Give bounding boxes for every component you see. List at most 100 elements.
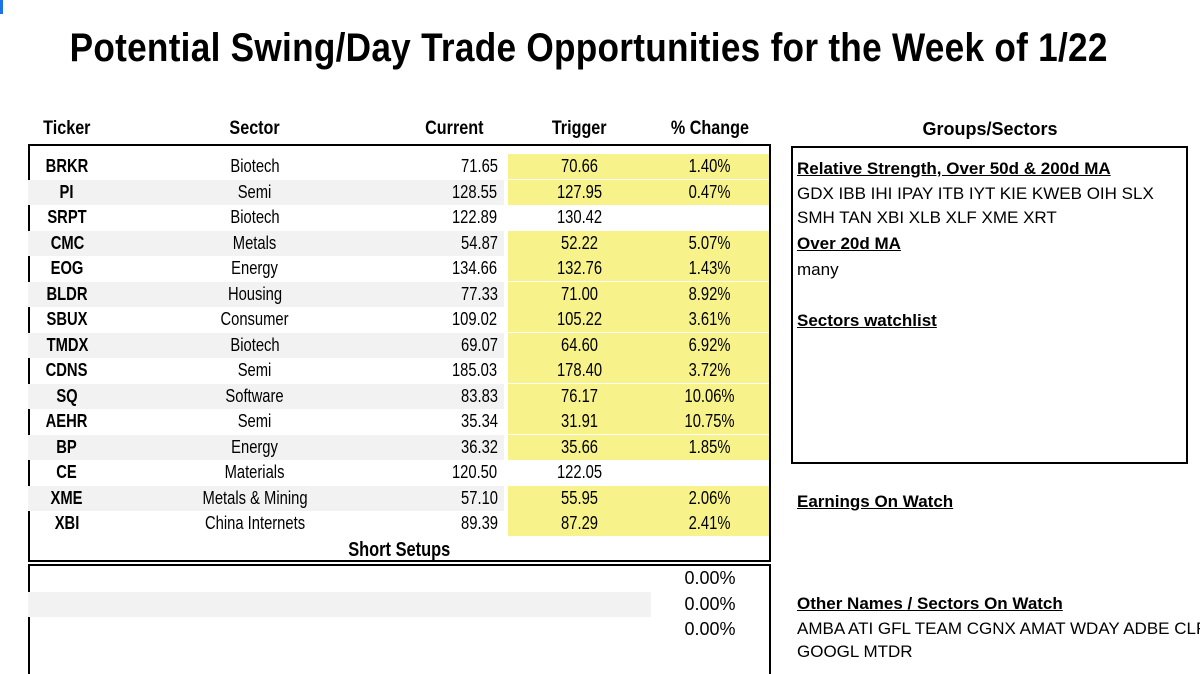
- current-price-cell: 89.39: [461, 513, 498, 533]
- short-setup-row: 0.00%: [0, 617, 770, 642]
- trigger-price-cell: 105.22: [508, 307, 651, 332]
- sectors-watchlist-title: Sectors watchlist: [797, 311, 937, 330]
- relative-strength-list-line1: GDX IBB IHI IPAY ITB IYT KIE KWEB OIH SL…: [797, 184, 1154, 203]
- pct-change-cell: 6.92%: [651, 332, 769, 358]
- ticker-cell: SQ: [28, 383, 106, 409]
- col-header-ticker: Ticker: [43, 118, 91, 139]
- selection-marker: [0, 0, 3, 14]
- over-20d-ma-text: many: [797, 260, 839, 279]
- sector-cell: Biotech: [230, 207, 280, 227]
- sector-cell: Housing: [106, 281, 404, 307]
- current-price-cell: 36.32: [404, 434, 504, 460]
- trigger-price-cell: 130.42: [556, 207, 603, 227]
- trigger-price-cell: 31.91: [508, 409, 651, 434]
- ticker-cell: CDNS: [46, 360, 88, 380]
- trigger-price-cell: 76.17: [508, 383, 651, 409]
- table-row: SQ Software 83.83 76.17 10.06%: [0, 383, 770, 409]
- table-row: XME Metals & Mining 57.10 55.95 2.06%: [0, 485, 770, 511]
- table-row: CMC Metals 54.87 52.22 5.07%: [0, 230, 770, 256]
- table-row: BP Energy 36.32 35.66 1.85%: [0, 434, 770, 460]
- pct-change-cell: 1.40%: [651, 154, 769, 179]
- trigger-price-cell: 87.29: [508, 511, 651, 536]
- relative-strength-title: Relative Strength, Over 50d & 200d MA: [797, 159, 1111, 178]
- ticker-cell: EOG: [50, 258, 84, 278]
- table-row: TMDX Biotech 69.07 64.60 6.92%: [0, 332, 770, 358]
- pct-change-cell: 8.92%: [651, 281, 769, 307]
- table-row: BRKR Biotech 71.65 70.66 1.40%: [0, 154, 770, 179]
- other-names-line2: GOOGL MTDR: [797, 642, 913, 661]
- pct-change-cell: 3.72%: [651, 358, 769, 383]
- table-row: SBUX Consumer 109.02 105.22 3.61%: [0, 307, 770, 332]
- short-setup-row: 0.00%: [0, 591, 770, 617]
- ticker-cell: XME: [28, 485, 106, 511]
- groups-sectors-title: Groups/Sectors: [922, 119, 1058, 139]
- sector-cell: Consumer: [220, 309, 290, 329]
- ticker-cell: [28, 591, 106, 617]
- trigger-price-cell: 70.66: [508, 154, 651, 179]
- trigger-price-cell: 35.66: [508, 434, 651, 460]
- sector-cell: Metals & Mining: [106, 485, 404, 511]
- pct-change-cell: 10.06%: [651, 383, 769, 409]
- trigger-price-cell: 127.95: [508, 179, 651, 205]
- sector-cell: Semi: [238, 360, 272, 380]
- current-price-cell: 185.03: [451, 360, 498, 380]
- pct-change-cell: 0.00%: [684, 568, 736, 588]
- sector-cell: Metals: [106, 230, 404, 256]
- current-price-cell: 120.50: [451, 462, 498, 482]
- sector-cell: Materials: [225, 462, 285, 482]
- ticker-cell: BP: [28, 434, 106, 460]
- relative-strength-list-line2: SMH TAN XBI XLB XLF XME XRT: [797, 208, 1057, 227]
- table-row: XBI China Internets 89.39 87.29 2.41%: [0, 511, 770, 536]
- ticker-cell: CE: [56, 462, 78, 482]
- pct-change-cell: 0.00%: [684, 593, 736, 614]
- pct-change-cell: 2.06%: [651, 485, 769, 511]
- sector-cell: Semi: [238, 411, 272, 431]
- current-price-cell: 122.89: [451, 207, 498, 227]
- current-price-cell: 134.66: [451, 258, 498, 278]
- trigger-price-cell: 132.76: [508, 256, 651, 281]
- trigger-price-cell: 55.95: [508, 485, 651, 511]
- table-row: BLDR Housing 77.33 71.00 8.92%: [0, 281, 770, 307]
- current-price-cell: 35.34: [461, 411, 498, 431]
- sector-cell: Software: [106, 383, 404, 409]
- empty-cell: [106, 591, 651, 617]
- pct-change-cell: 3.61%: [651, 307, 769, 332]
- pct-change-cell: 2.41%: [651, 511, 769, 536]
- trigger-price-cell: 52.22: [508, 230, 651, 256]
- table-row: CDNS Semi 185.03 178.40 3.72%: [0, 358, 770, 383]
- trigger-price-cell: 71.00: [508, 281, 651, 307]
- sector-cell: Energy: [106, 434, 404, 460]
- trigger-price-cell: 122.05: [556, 462, 603, 482]
- ticker-cell: AEHR: [46, 411, 88, 431]
- pct-change-cell: [651, 205, 769, 230]
- current-price-cell: 128.55: [404, 179, 504, 205]
- groups-sectors-box: [791, 146, 1188, 464]
- earnings-on-watch-title: Earnings On Watch: [797, 492, 954, 511]
- current-price-cell: 71.65: [461, 156, 498, 176]
- other-names-title: Other Names / Sectors On Watch: [797, 594, 1063, 613]
- current-price-cell: 54.87: [404, 230, 504, 256]
- short-setups-frame: [28, 564, 771, 674]
- current-price-cell: 109.02: [451, 309, 498, 329]
- sector-cell: Semi: [106, 179, 404, 205]
- trigger-price-cell: 64.60: [508, 332, 651, 358]
- pct-change-cell: 1.43%: [651, 256, 769, 281]
- pct-change-cell: [651, 460, 769, 485]
- ticker-cell: SRPT: [47, 207, 87, 227]
- col-header-trigger: Trigger: [552, 118, 607, 139]
- current-price-cell: 77.33: [404, 281, 504, 307]
- over-20d-ma-title: Over 20d MA: [797, 234, 901, 253]
- col-header-sector: Sector: [229, 118, 281, 139]
- current-price-cell: 57.10: [404, 485, 504, 511]
- ticker-cell: PI: [28, 179, 106, 205]
- short-setup-row: 0.00%: [0, 566, 770, 591]
- ticker-cell: CMC: [28, 230, 106, 256]
- col-header-current: Current: [424, 118, 484, 139]
- table-row: EOG Energy 134.66 132.76 1.43%: [0, 256, 770, 281]
- pct-change-cell: 0.47%: [651, 179, 769, 205]
- current-price-cell: 83.83: [404, 383, 504, 409]
- table-row: CE Materials 120.50 122.05: [0, 460, 770, 485]
- pct-change-cell: 5.07%: [651, 230, 769, 256]
- sector-cell: Biotech: [230, 156, 280, 176]
- trigger-price-cell: 178.40: [508, 358, 651, 383]
